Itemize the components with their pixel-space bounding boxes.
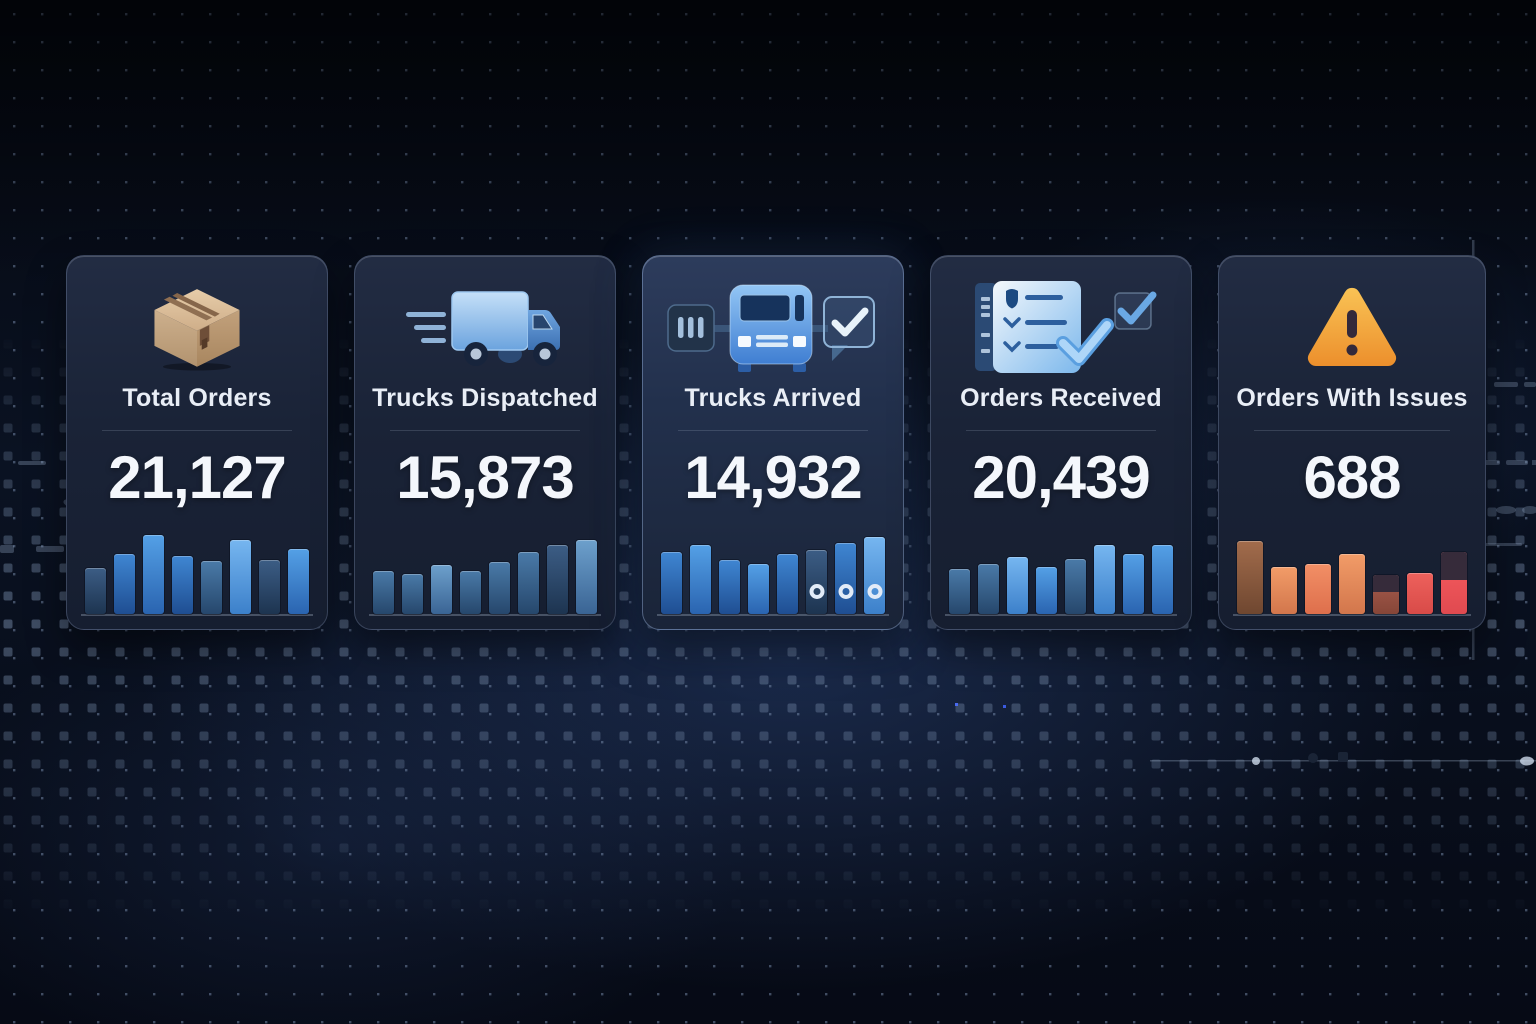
chart-bar bbox=[978, 564, 999, 614]
chart-bar bbox=[547, 545, 568, 614]
chart-bar bbox=[85, 567, 106, 614]
trucks-dispatched-trend-chart bbox=[369, 528, 601, 616]
card-title: Orders Received bbox=[960, 384, 1162, 412]
chart-bar bbox=[1065, 558, 1086, 614]
chart-bar bbox=[489, 562, 510, 614]
chart-bar bbox=[748, 564, 769, 614]
kpi-card-trucks-dispatched[interactable]: Trucks Dispatched 15,873 bbox=[354, 255, 616, 630]
card-title: Trucks Arrived bbox=[684, 384, 862, 412]
title-divider bbox=[677, 430, 869, 431]
chart-bar bbox=[1339, 553, 1365, 614]
chart-bar bbox=[576, 540, 597, 614]
chart-bar bbox=[288, 548, 309, 614]
order-checklist-icon bbox=[959, 276, 1163, 378]
chart-bar bbox=[690, 545, 711, 614]
chart-bar bbox=[1036, 566, 1057, 614]
kpi-card-orders-with-issues[interactable]: Orders With Issues 688 bbox=[1218, 255, 1486, 630]
chart-bar bbox=[172, 555, 193, 614]
chart-bar bbox=[114, 553, 135, 614]
chart-bar bbox=[460, 571, 481, 614]
card-value: 688 bbox=[1303, 444, 1401, 511]
title-divider bbox=[389, 430, 581, 431]
chart-bar bbox=[1373, 575, 1399, 614]
warning-triangle-icon bbox=[1302, 276, 1402, 378]
orders-received-trend-chart bbox=[945, 528, 1177, 616]
kpi-card-trucks-arrived[interactable]: Trucks Arrived 14,932 bbox=[642, 255, 904, 630]
chart-bar bbox=[777, 553, 798, 614]
chart-bar bbox=[431, 564, 452, 614]
chart-bar bbox=[402, 574, 423, 614]
chart-bar bbox=[1271, 566, 1297, 614]
chart-bar bbox=[373, 571, 394, 614]
chart-bar bbox=[949, 569, 970, 614]
chart-bar bbox=[1237, 540, 1263, 614]
chart-bar bbox=[1123, 553, 1144, 614]
delivery-truck-icon bbox=[406, 276, 564, 378]
title-divider bbox=[1254, 430, 1450, 431]
card-title: Total Orders bbox=[122, 384, 272, 412]
truck-arrival-check-icon bbox=[666, 276, 880, 378]
chart-bar bbox=[201, 560, 222, 614]
chart-bar bbox=[518, 552, 539, 614]
card-value: 14,932 bbox=[684, 444, 863, 511]
total-orders-trend-chart bbox=[81, 528, 313, 616]
card-value: 20,439 bbox=[972, 444, 1151, 511]
chart-bar bbox=[719, 559, 740, 614]
chart-bar bbox=[1407, 572, 1433, 614]
chart-bar bbox=[230, 540, 251, 614]
kpi-card-total-orders[interactable]: Total Orders 21,127 bbox=[66, 255, 328, 630]
chart-bar bbox=[1441, 552, 1467, 614]
package-box-icon bbox=[145, 276, 249, 378]
chart-bar bbox=[1094, 545, 1115, 614]
chart-bar bbox=[835, 542, 856, 614]
card-value: 21,127 bbox=[108, 444, 287, 511]
title-divider bbox=[101, 430, 293, 431]
kpi-card-row: Total Orders 21,127 bbox=[66, 255, 1486, 630]
card-title: Orders With Issues bbox=[1236, 384, 1468, 412]
kpi-card-orders-received[interactable]: Orders Received 20,439 bbox=[930, 255, 1192, 630]
chart-bar bbox=[1305, 564, 1331, 614]
chart-bar bbox=[864, 536, 885, 614]
bar-ring-marker bbox=[809, 584, 824, 599]
card-value: 15,873 bbox=[396, 444, 575, 511]
connector-line bbox=[955, 703, 1536, 766]
chart-bar bbox=[259, 559, 280, 614]
chart-bar bbox=[806, 549, 827, 614]
card-title: Trucks Dispatched bbox=[372, 384, 598, 412]
chart-bar bbox=[143, 534, 164, 614]
chart-bar bbox=[1152, 545, 1173, 614]
trucks-arrived-trend-chart bbox=[657, 528, 889, 616]
bar-ring-marker bbox=[838, 584, 853, 599]
chart-bar bbox=[1007, 557, 1028, 614]
chart-bar bbox=[661, 552, 682, 614]
bar-ring-marker bbox=[867, 584, 882, 599]
orders-with-issues-trend-chart bbox=[1233, 528, 1471, 616]
title-divider bbox=[965, 430, 1157, 431]
